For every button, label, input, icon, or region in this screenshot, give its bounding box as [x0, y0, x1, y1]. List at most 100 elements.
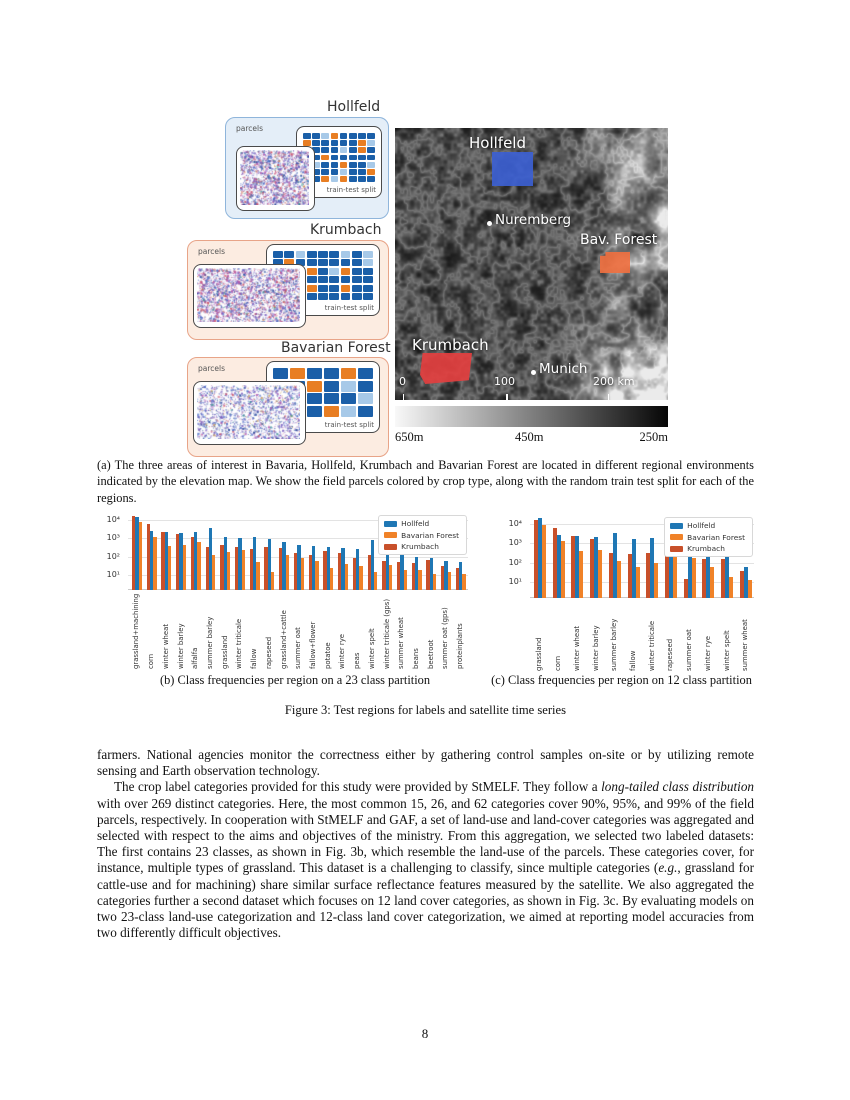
x-tick-label: summer wheat [741, 619, 750, 671]
train-test-split-label: train-test split [324, 304, 374, 312]
colorbar-label-650: 650m [395, 430, 424, 444]
split-cell [329, 251, 340, 258]
split-cell [329, 259, 340, 267]
gridline [530, 582, 754, 584]
y-tick-label: 10⁴ [508, 518, 522, 528]
split-cell [357, 368, 373, 380]
split-cell [306, 293, 317, 300]
bar-group [308, 545, 319, 590]
body-paragraph-2: The crop label categories provided for t… [97, 779, 754, 941]
legend-label: Bavarian Forest [687, 532, 745, 542]
split-cell [330, 154, 339, 161]
x-tick: fallow [628, 601, 640, 671]
x-tick-label: beans [412, 648, 421, 669]
bar-hollfeld [414, 556, 419, 590]
x-tick: summer wheat [740, 601, 752, 671]
bar-group [426, 557, 437, 590]
split-cell [348, 133, 357, 139]
legend-label: Bavarian Forest [401, 530, 459, 540]
figure-caption: Figure 3: Test regions for labels and sa… [284, 703, 567, 717]
map-label-krumbach: Krumbach [412, 336, 489, 354]
bar-group [627, 539, 640, 598]
split-cell [358, 140, 366, 146]
bar-hollfeld [179, 532, 183, 590]
split-cell [357, 405, 373, 417]
split-cell [306, 380, 323, 392]
x-tick: winter barley [590, 601, 602, 671]
split-cell [363, 259, 373, 267]
split-cell [321, 161, 330, 168]
split-cell [330, 140, 339, 146]
split-cell [318, 259, 328, 267]
x-tick: summer oat [684, 601, 696, 671]
x-tick-label: winter spelt [722, 630, 731, 671]
train-test-split-grid [273, 251, 373, 300]
split-cell [367, 169, 375, 175]
split-cell [367, 176, 375, 182]
map-label-bav-forest: Bav. Forest [580, 232, 658, 248]
split-cell [340, 293, 351, 300]
split-cell [312, 140, 320, 146]
split-cell [351, 267, 362, 275]
x-tick-label: winter spelt [367, 628, 376, 669]
bar-bavarian-forest [197, 541, 201, 590]
bar-group [646, 537, 659, 598]
x-tick-label: rapeseed [666, 638, 675, 671]
bar-bavarian-forest [432, 573, 437, 590]
bar-group [608, 532, 621, 598]
split-cell [363, 284, 373, 292]
bar-hollfeld [669, 542, 674, 598]
x-tick-label: alfalfa [191, 647, 200, 669]
split-cell [295, 251, 306, 258]
bar-krumbach [176, 533, 180, 590]
bar-group [264, 539, 275, 590]
bar-hollfeld [400, 555, 404, 590]
bar-group [161, 531, 172, 590]
x-tick-label: summer barley [205, 616, 214, 669]
bar-groups [132, 516, 466, 590]
bar-group [683, 543, 696, 598]
x-tick-label: winter rye [338, 633, 347, 669]
elevation-map: Hollfeld Nuremberg Bav. Forest Krumbach … [395, 128, 668, 403]
bar-hollfeld [538, 518, 542, 598]
scale-bar [403, 394, 609, 403]
x-tick: grassland [220, 593, 230, 670]
legend-swatch [670, 522, 684, 529]
split-cell [358, 147, 366, 154]
split-cell [329, 293, 340, 300]
bar-bavarian-forest [691, 558, 696, 598]
bar-bavarian-forest [241, 550, 245, 590]
x-tick: potatoe [323, 593, 333, 669]
bar-group [396, 555, 407, 590]
bar-group [176, 532, 187, 590]
x-tick: peas [353, 593, 363, 669]
bar-hollfeld [459, 561, 463, 590]
bar-krumbach [293, 552, 298, 590]
bar-hollfeld [297, 544, 301, 590]
nuremberg-dot [487, 221, 492, 226]
scale-tick-200: 200 km [593, 375, 635, 388]
split-cell [340, 405, 357, 417]
legend-swatch [384, 543, 398, 550]
body-paragraph-1: farmers. National agencies monitor the c… [97, 747, 754, 779]
bar-bavarian-forest [673, 555, 678, 598]
split-cell [303, 140, 311, 146]
x-tick: winter rye [702, 601, 714, 671]
x-tick-label: summer oat [685, 629, 694, 671]
bar-group [220, 537, 231, 590]
bar-krumbach [683, 578, 688, 598]
split-cell [321, 176, 330, 182]
x-tick: winter triticale [646, 601, 658, 671]
x-tick: fallow [250, 593, 260, 669]
x-tick: winter rye [338, 593, 348, 669]
bar-group [441, 560, 451, 590]
split-cell [363, 293, 373, 300]
x-tick-label: summer wheat [397, 617, 406, 669]
train-test-split-label: train-test split [326, 186, 376, 194]
split-cell [351, 276, 362, 284]
split-cell [351, 284, 362, 292]
map-label-hollfeld: Hollfeld [469, 134, 526, 152]
plot-area: Hollfeld Bavarian Forest Krumbach [530, 516, 754, 598]
bar-hollfeld [575, 536, 580, 598]
x-tick: corn [147, 593, 157, 669]
